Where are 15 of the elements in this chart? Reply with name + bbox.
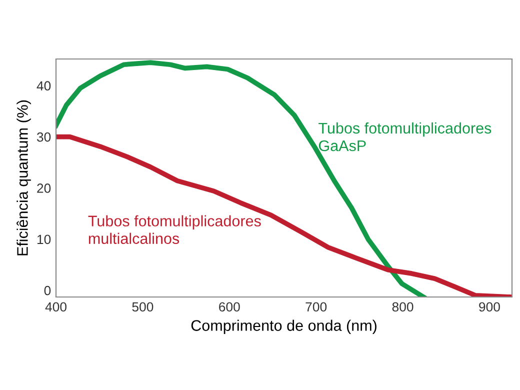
y-tick-label: 0 bbox=[44, 286, 51, 296]
series-label: Tubos fotomultiplicadores multialcalinos bbox=[88, 215, 261, 244]
y-tick-label: 40 bbox=[36, 81, 51, 91]
x-axis-title: Comprimento de onda (nm) bbox=[191, 320, 376, 334]
series-label: Tubos fotomultiplicadores GaAsP bbox=[318, 122, 492, 152]
y-axis-title: Eficiência quantum (%) bbox=[16, 100, 31, 256]
x-tick-label: 900 bbox=[479, 302, 500, 312]
x-tick-label: 800 bbox=[392, 302, 414, 312]
y-tick-label: 30 bbox=[36, 132, 51, 142]
x-tick-label: 600 bbox=[219, 302, 240, 312]
y-tick-label: 10 bbox=[37, 234, 51, 244]
y-tick-label: 20 bbox=[37, 184, 51, 193]
x-tick-label: 500 bbox=[132, 302, 154, 312]
x-tick-label: 400 bbox=[45, 302, 66, 312]
x-tick-label: 700 bbox=[306, 302, 327, 312]
